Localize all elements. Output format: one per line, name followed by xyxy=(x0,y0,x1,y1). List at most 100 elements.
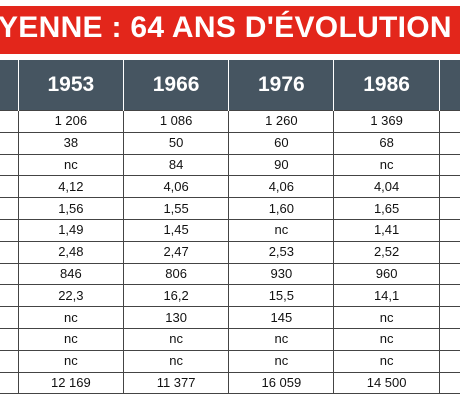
banner-title: YENNE : 64 ANS D'ÉVOLUTION xyxy=(0,11,452,44)
table-cell: 14 500 xyxy=(333,371,440,395)
table-cell: 1,65 xyxy=(333,197,440,220)
table-cell: nc xyxy=(17,153,124,177)
table-cell: 930 xyxy=(228,262,335,286)
table-cell: 2,52 xyxy=(333,240,440,264)
table-cell: 20 48 xyxy=(438,371,460,395)
table-cell xyxy=(0,240,19,264)
table-row: 8468069309601 010 xyxy=(0,262,460,286)
table-cell: 14,1 xyxy=(333,284,440,308)
table-cell: 1 530 xyxy=(438,110,460,133)
table-cell: 1 206 xyxy=(17,110,124,133)
table-row: 3850606877 xyxy=(0,131,460,155)
table-cell: 90 xyxy=(228,153,335,177)
table-cell: 960 xyxy=(333,262,440,286)
table-cell: 170 xyxy=(438,306,460,329)
table-cell: 77 xyxy=(438,131,460,155)
table-cell: nc xyxy=(438,327,460,351)
table-cell: nc xyxy=(17,327,124,351)
table-cell xyxy=(0,197,19,220)
table-cell: nc xyxy=(228,218,335,242)
table-cell xyxy=(0,306,19,329)
table-cell: 2,53 xyxy=(228,240,335,264)
table-cell: nc xyxy=(122,327,230,351)
title-banner: YENNE : 64 ANS D'ÉVOLUTION xyxy=(0,6,460,54)
table-cell: nc xyxy=(17,306,124,329)
table-cell xyxy=(0,110,19,133)
table-cell: 1,55 xyxy=(122,197,230,220)
table-cell: nc xyxy=(333,306,440,329)
header-row: 19531966197619861996 xyxy=(0,60,460,111)
table-row: nc8490nc126 xyxy=(0,153,460,177)
table-cell: nc xyxy=(17,349,124,373)
table-cell: 846 xyxy=(17,262,124,286)
table-cell: 1,56 xyxy=(17,197,124,220)
column-header: 1976 xyxy=(228,60,335,111)
column-header xyxy=(0,60,19,111)
table-cell: 12 169 xyxy=(17,371,124,395)
table-cell: nc xyxy=(122,349,230,373)
table-row: 2,482,472,532,522,53 xyxy=(0,240,460,264)
table-cell: 4,06 xyxy=(122,175,230,199)
table-cell: 11 377 xyxy=(122,371,230,395)
table-cell: 4,12 xyxy=(17,175,124,199)
table-cell xyxy=(0,327,19,351)
table-cell: 1 010 xyxy=(438,262,460,286)
table-cell: 1 369 xyxy=(333,110,440,133)
table-cell: 145 xyxy=(228,306,335,329)
table-cell: 4,04 xyxy=(333,175,440,199)
table-cell xyxy=(0,175,19,199)
table-cell: 2,48 xyxy=(17,240,124,264)
table-cell: 1,60 xyxy=(228,197,335,220)
table-cell: 16 059 xyxy=(228,371,335,395)
table-cell: 4,06 xyxy=(228,175,335,199)
table-cell: 2,53 xyxy=(438,240,460,264)
table-cell: 1,49 xyxy=(17,218,124,242)
table-cell: nc xyxy=(228,349,335,373)
table-cell xyxy=(0,131,19,155)
table-cell xyxy=(0,153,19,177)
table-cell: 38 xyxy=(17,131,124,155)
table-cell: 4,05 xyxy=(438,175,460,199)
table-cell: 15,5 xyxy=(228,284,335,308)
table-cell: 50 xyxy=(122,131,230,155)
column-header: 1996 xyxy=(439,60,460,111)
column-header: 1966 xyxy=(123,60,230,111)
table-row: 1,561,551,601,651,68 xyxy=(0,197,460,220)
table-cell xyxy=(0,218,19,242)
table-cell: 1 260 xyxy=(228,110,335,133)
table-cell: 130 xyxy=(122,306,230,329)
table-cell: 1 086 xyxy=(122,110,230,133)
table-row: nc130145nc170 xyxy=(0,306,460,329)
table-cell: 22,3 xyxy=(17,284,124,308)
table-cell: 13,1 xyxy=(438,284,460,308)
table-cell: nc xyxy=(333,349,440,373)
table-cell: nc xyxy=(228,327,335,351)
table-cell: 1,45 xyxy=(122,218,230,242)
table-cell: 1,68 xyxy=(438,197,460,220)
table-cell: 60 xyxy=(228,131,335,155)
table-cell xyxy=(0,371,19,395)
table-cell: 126 xyxy=(438,153,460,177)
table-cell: nc xyxy=(333,153,440,177)
table-cell xyxy=(0,262,19,286)
column-header: 1986 xyxy=(333,60,440,111)
table-cell: 68 xyxy=(333,131,440,155)
table-cell: 806 xyxy=(122,262,230,286)
table-cell: nc xyxy=(333,327,440,351)
table-cell: nc xyxy=(438,349,460,373)
table-cell: 1,41 xyxy=(333,218,440,242)
table-row: 22,316,215,514,113,1 xyxy=(0,284,460,308)
table-row: 4,124,064,064,044,05 xyxy=(0,175,460,199)
table-cell: 1,42 xyxy=(438,218,460,242)
table-cell: 16,2 xyxy=(122,284,230,308)
table-cell xyxy=(0,284,19,308)
column-header: 1953 xyxy=(18,60,124,111)
table-cell: 84 xyxy=(122,153,230,177)
